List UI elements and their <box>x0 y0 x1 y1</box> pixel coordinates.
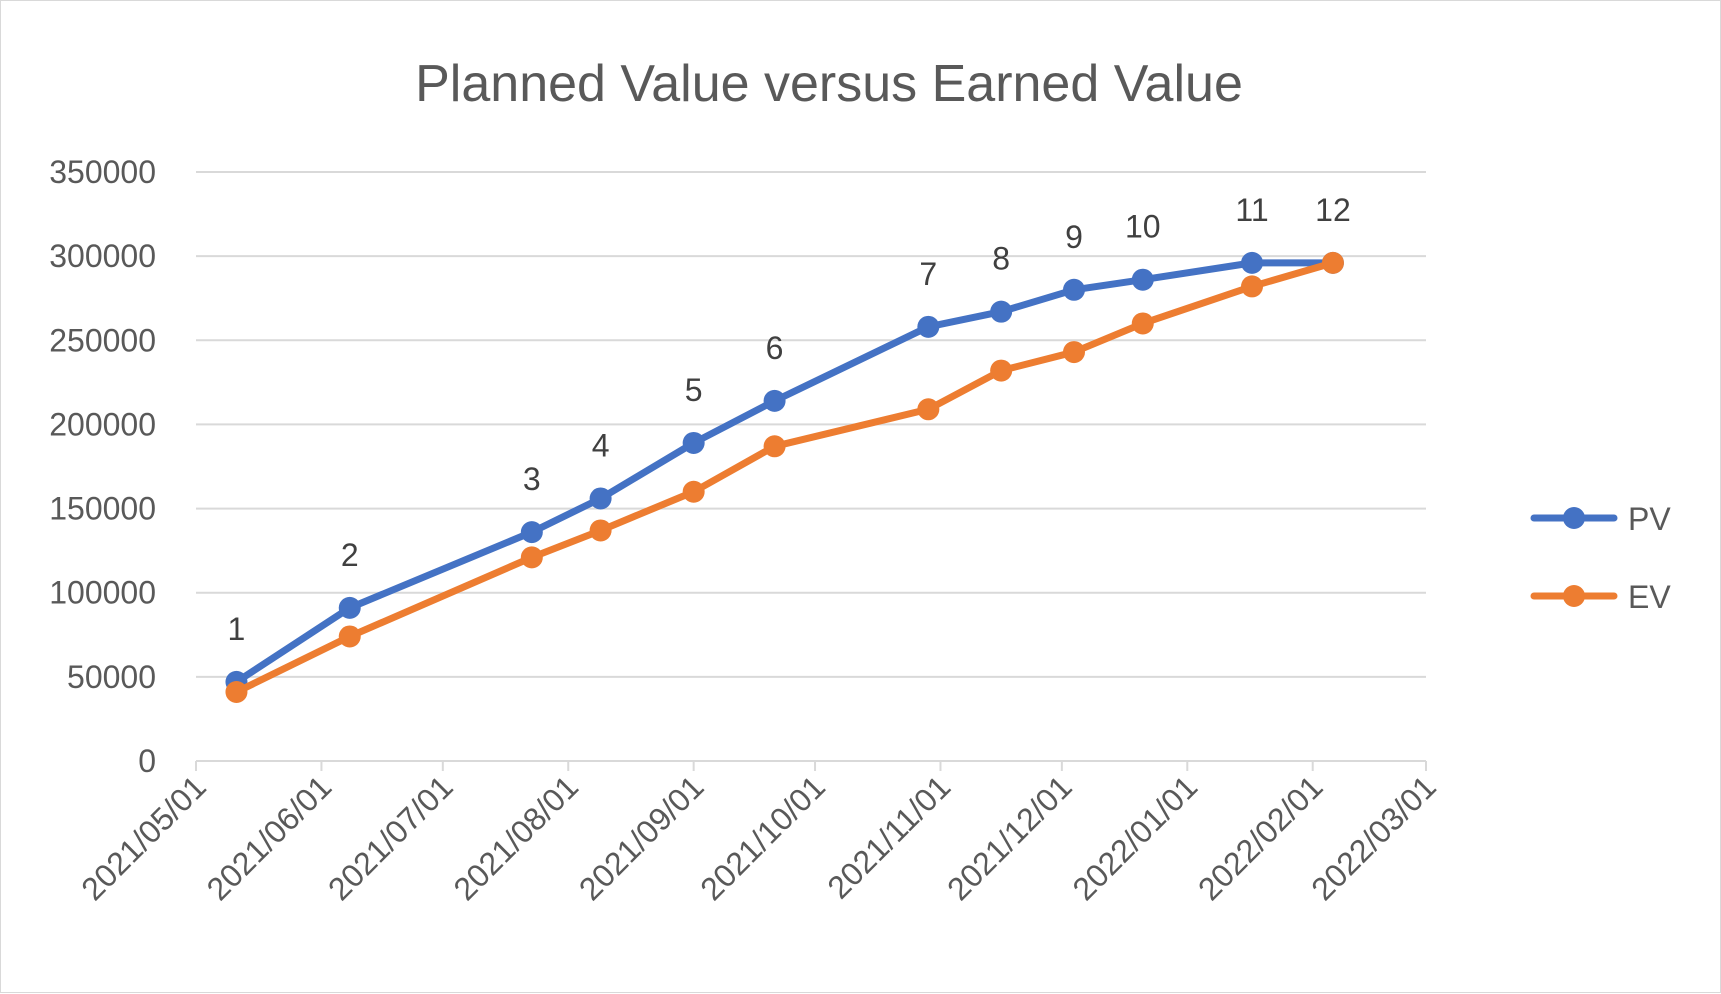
data-point-pv[interactable] <box>763 389 786 412</box>
y-tick-label: 0 <box>138 743 156 779</box>
y-tick-label: 50000 <box>67 659 156 695</box>
data-label: 2 <box>341 537 359 573</box>
gridlines <box>196 171 1426 678</box>
data-label: 5 <box>685 372 703 408</box>
data-label: 6 <box>766 330 784 366</box>
series-pv <box>225 251 1344 693</box>
data-point-ev[interactable] <box>1241 275 1264 298</box>
x-tick-label: 2022/01/01 <box>1066 768 1205 907</box>
data-label: 10 <box>1125 209 1161 245</box>
data-label: 8 <box>992 241 1010 277</box>
legend-item-ev[interactable]: EV <box>1530 579 1671 615</box>
chart-title: Planned Value versus Earned Value <box>415 55 1243 113</box>
legend-item-pv[interactable]: PV <box>1530 501 1671 537</box>
legend-marker <box>1563 585 1585 607</box>
data-point-pv[interactable] <box>990 300 1013 323</box>
data-point-ev[interactable] <box>1062 341 1085 364</box>
x-tick-label: 2021/12/01 <box>940 768 1079 907</box>
data-point-pv[interactable] <box>1241 251 1264 274</box>
x-tick-label: 2021/07/01 <box>321 768 460 907</box>
y-axis: 0 50000 100000 150000 200000 250000 300000 3500… <box>49 154 156 779</box>
data-point-ev[interactable] <box>990 359 1013 382</box>
x-tick-label: 2021/08/01 <box>446 768 585 907</box>
data-point-ev[interactable] <box>917 398 940 421</box>
x-tick-label: 2021/09/01 <box>572 768 711 907</box>
series-layer <box>225 251 1344 704</box>
data-point-ev[interactable] <box>225 681 248 704</box>
x-tick-label: 2021/10/01 <box>693 768 832 907</box>
x-tick-label: 2021/05/01 <box>74 768 213 907</box>
x-axis: 2021/05/012021/06/012021/07/012021/08/01… <box>74 760 1443 907</box>
legend-label: PV <box>1628 501 1671 537</box>
series-line-ev <box>232 259 1337 696</box>
data-label: 12 <box>1315 192 1351 228</box>
legend-label: EV <box>1628 579 1671 615</box>
y-tick-label: 200000 <box>49 406 156 442</box>
data-label: 1 <box>228 611 246 647</box>
legend: PV EV <box>1530 501 1671 615</box>
data-point-ev[interactable] <box>1131 312 1154 335</box>
data-point-pv[interactable] <box>917 315 940 338</box>
y-tick-label: 150000 <box>49 491 156 527</box>
x-tick-label: 2021/06/01 <box>200 768 339 907</box>
x-tick-label: 2022/03/01 <box>1304 768 1443 907</box>
data-point-ev[interactable] <box>1321 251 1344 274</box>
data-label: 9 <box>1065 219 1083 255</box>
data-label: 11 <box>1235 192 1268 228</box>
data-point-pv[interactable] <box>682 431 705 454</box>
series-ev <box>225 251 1344 704</box>
data-point-ev[interactable] <box>520 546 543 569</box>
data-point-ev[interactable] <box>589 519 612 542</box>
data-point-pv[interactable] <box>1062 278 1085 301</box>
y-tick-label: 300000 <box>49 238 156 274</box>
data-label: 4 <box>592 427 610 463</box>
series-line-pv <box>232 259 1337 686</box>
data-label: 7 <box>919 256 937 292</box>
y-tick-label: 250000 <box>49 322 156 358</box>
y-tick-label: 350000 <box>49 154 156 190</box>
data-point-ev[interactable] <box>338 625 361 648</box>
x-tick-label: 2021/11/01 <box>820 768 957 905</box>
data-point-pv[interactable] <box>520 521 543 544</box>
legend-marker <box>1563 507 1585 529</box>
y-tick-label: 100000 <box>49 575 156 611</box>
data-point-pv[interactable] <box>1131 268 1154 291</box>
data-point-pv[interactable] <box>338 596 361 619</box>
data-point-ev[interactable] <box>763 435 786 458</box>
data-point-ev[interactable] <box>682 480 705 503</box>
data-point-pv[interactable] <box>589 487 612 510</box>
data-label: 3 <box>523 461 541 497</box>
